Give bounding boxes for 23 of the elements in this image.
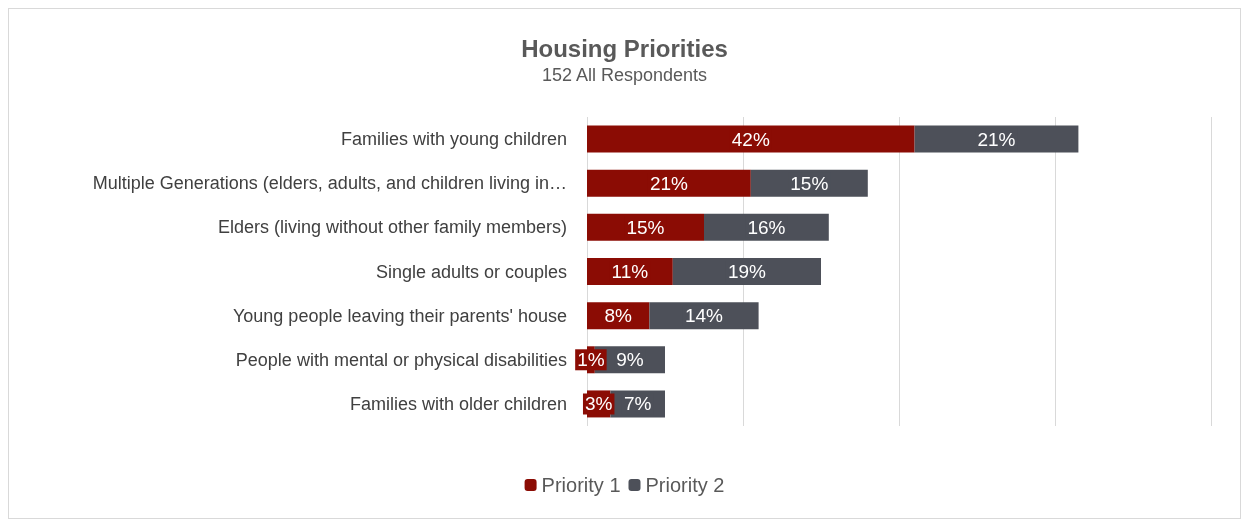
- y-tick-label: Young people leaving their parents' house: [232, 305, 567, 326]
- data-label: 7%: [623, 393, 652, 415]
- data-label: 15%: [790, 172, 829, 194]
- data-label: 19%: [727, 261, 767, 282]
- legend-label: Priority 1: [541, 474, 621, 496]
- legend-label: Priority 2: [645, 474, 725, 496]
- chart-subtitle: 152 All Respondents: [541, 65, 708, 85]
- y-tick-label: Families with older children: [349, 393, 567, 414]
- data-label: 14%: [684, 305, 724, 327]
- data-label: 11%: [611, 261, 649, 282]
- y-tick-label: Single adults or couples: [375, 261, 567, 282]
- data-label: 8%: [604, 305, 633, 327]
- chart-title: Housing Priorities: [521, 34, 728, 62]
- y-tick-label: People with mental or physical disabilities: [235, 349, 567, 370]
- y-tick-label: Families with young children: [340, 129, 567, 150]
- y-tick-label: Elders (living without other family members): [217, 217, 567, 238]
- y-tick-label: Multiple Generations (elders, adults, and children living in…: [92, 173, 567, 194]
- data-label: 21%: [649, 172, 689, 194]
- data-label: 15%: [626, 216, 665, 238]
- data-label: 9%: [616, 349, 644, 371]
- data-label: 16%: [747, 216, 786, 238]
- data-label: 42%: [731, 128, 770, 150]
- data-label: 21%: [977, 128, 1016, 150]
